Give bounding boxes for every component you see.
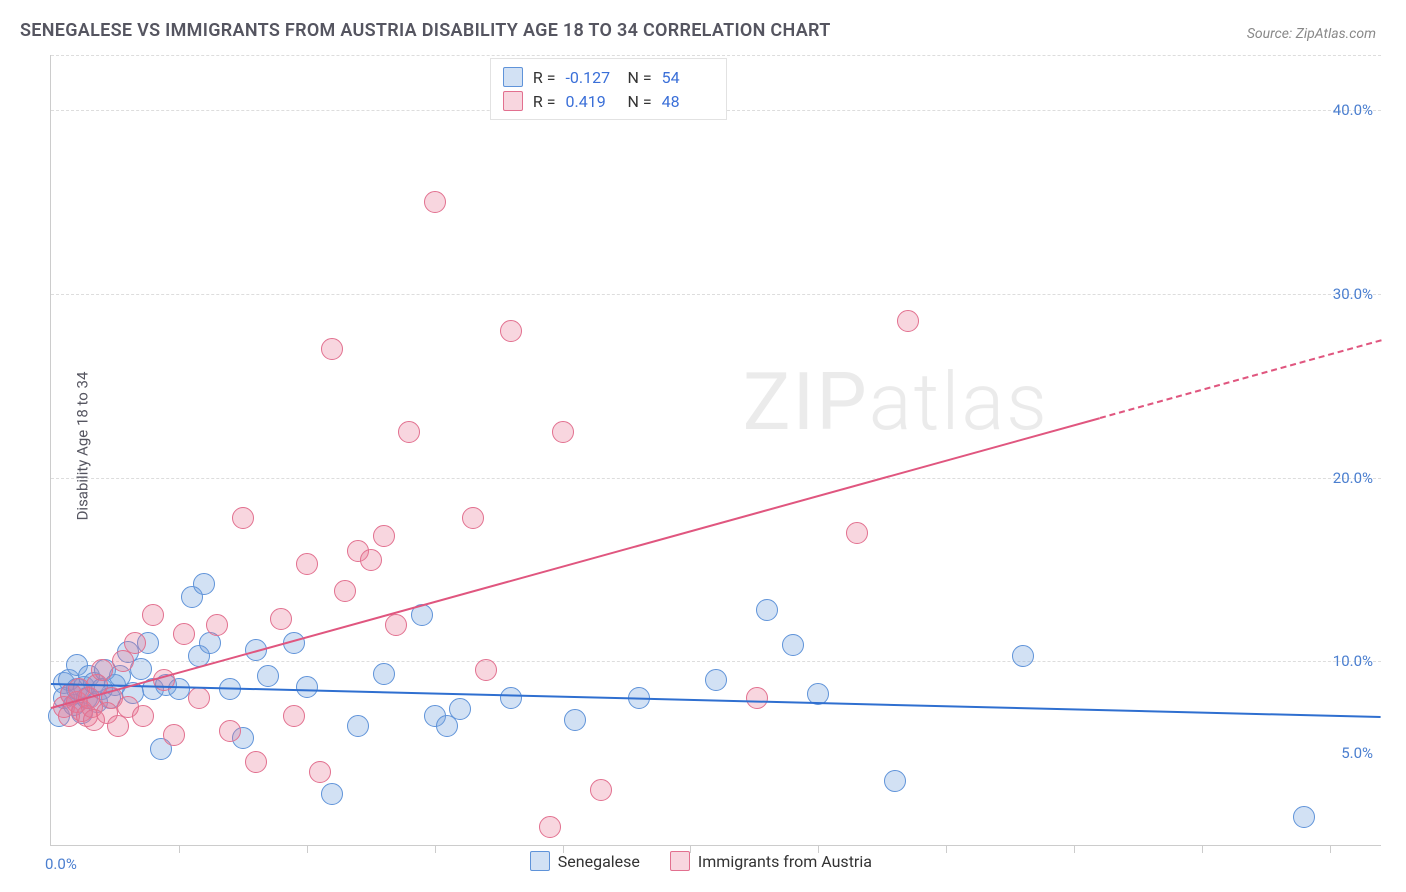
data-point-senegalese [296, 676, 318, 698]
data-point-austria [173, 623, 195, 645]
source-label: Source: ZipAtlas.com [1247, 26, 1376, 42]
y-tick-label: 5.0% [1341, 744, 1373, 762]
r-value-senegalese: -0.127 [566, 68, 618, 87]
data-point-austria [590, 779, 612, 801]
stats-row-senegalese: R = -0.127 N = 54 [503, 65, 714, 89]
data-point-austria [163, 724, 185, 746]
data-point-austria [296, 553, 318, 575]
data-point-austria [321, 338, 343, 360]
y-tick-label: 10.0% [1333, 652, 1373, 670]
data-point-austria [360, 549, 382, 571]
gridline [51, 661, 1381, 662]
senegalese-swatch [503, 67, 523, 87]
x-tick [435, 845, 436, 853]
scatter-plot-area: ZIPatlas 5.0%10.0%20.0%30.0%40.0%0.0%R =… [50, 55, 1381, 846]
watermark-atlas: atlas [869, 355, 1049, 449]
data-point-austria [424, 191, 446, 213]
gridline [51, 478, 1381, 479]
data-point-austria [897, 310, 919, 332]
y-tick-label: 20.0% [1333, 469, 1373, 487]
data-point-senegalese [705, 669, 727, 691]
data-point-senegalese [1293, 806, 1315, 828]
senegalese-swatch [530, 851, 550, 871]
austria-swatch [670, 851, 690, 871]
n-value-austria: 48 [662, 92, 714, 111]
x-tick-label: 0.0% [45, 855, 77, 873]
stats-row-austria: R = 0.419 N = 48 [503, 89, 714, 113]
data-point-senegalese [373, 663, 395, 685]
data-point-austria [245, 751, 267, 773]
data-point-austria [188, 687, 210, 709]
data-point-austria [846, 522, 868, 544]
data-point-austria [206, 614, 228, 636]
data-point-austria [552, 421, 574, 443]
r-label: R = [533, 68, 556, 87]
series-legend: Senegalese Immigrants from Austria [530, 851, 872, 871]
data-point-senegalese [257, 665, 279, 687]
data-point-austria [462, 507, 484, 529]
data-point-senegalese [500, 687, 522, 709]
data-point-austria [91, 659, 113, 681]
data-point-senegalese [1012, 645, 1034, 667]
data-point-austria [124, 632, 146, 654]
gridline [51, 294, 1381, 295]
data-point-austria [219, 720, 241, 742]
data-point-austria [539, 816, 561, 838]
data-point-austria [398, 421, 420, 443]
legend-label-austria: Immigrants from Austria [698, 852, 872, 871]
stats-legend: R = -0.127 N = 54 R = 0.419 N = 48 [490, 58, 727, 120]
data-point-austria [309, 761, 331, 783]
data-point-austria [373, 525, 395, 547]
data-point-senegalese [564, 709, 586, 731]
austria-swatch [503, 91, 523, 111]
x-tick [1202, 845, 1203, 853]
trend-line [1099, 340, 1381, 420]
data-point-senegalese [193, 573, 215, 595]
chart-title: SENEGALESE VS IMMIGRANTS FROM AUSTRIA DI… [20, 20, 831, 41]
watermark-zip: ZIP [743, 355, 869, 449]
r-label: R = [533, 92, 556, 111]
data-point-senegalese [449, 698, 471, 720]
data-point-austria [142, 604, 164, 626]
data-point-austria [283, 705, 305, 727]
y-tick-label: 40.0% [1333, 101, 1373, 119]
x-tick [1330, 845, 1331, 853]
data-point-austria [334, 580, 356, 602]
data-point-austria [746, 687, 768, 709]
x-tick [307, 845, 308, 853]
legend-label-senegalese: Senegalese [558, 852, 640, 871]
watermark: ZIPatlas [743, 355, 1049, 449]
data-point-austria [385, 614, 407, 636]
x-tick [179, 845, 180, 853]
n-value-senegalese: 54 [662, 68, 714, 87]
n-label: N = [628, 68, 652, 87]
y-tick-label: 30.0% [1333, 285, 1373, 303]
data-point-senegalese [782, 634, 804, 656]
legend-item-austria: Immigrants from Austria [670, 851, 872, 871]
data-point-senegalese [321, 783, 343, 805]
data-point-senegalese [884, 770, 906, 792]
x-tick [1074, 845, 1075, 853]
data-point-senegalese [347, 715, 369, 737]
x-tick [946, 845, 947, 853]
data-point-austria [232, 507, 254, 529]
n-label: N = [628, 92, 652, 111]
data-point-senegalese [756, 599, 778, 621]
trend-line [51, 418, 1100, 710]
data-point-austria [475, 659, 497, 681]
gridline [51, 55, 1381, 56]
data-point-austria [112, 650, 134, 672]
data-point-austria [270, 608, 292, 630]
data-point-austria [132, 705, 154, 727]
legend-item-senegalese: Senegalese [530, 851, 640, 871]
r-value-austria: 0.419 [566, 92, 618, 111]
data-point-austria [500, 320, 522, 342]
